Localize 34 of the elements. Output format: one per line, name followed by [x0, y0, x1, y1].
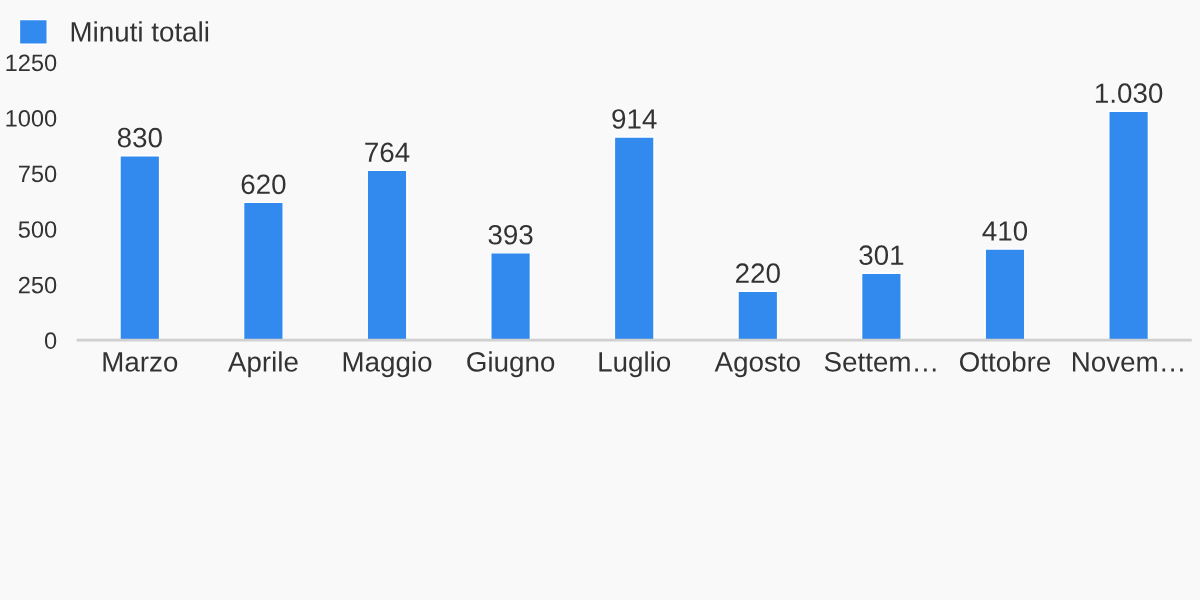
bar [860, 272, 902, 341]
bar [119, 155, 161, 341]
y-tick-label: 1250 [6, 54, 57, 72]
data-label: 764 [365, 142, 410, 163]
legend-label: Minuti totali [71, 21, 209, 42]
bar [984, 248, 1026, 341]
bar [613, 136, 655, 341]
x-tick-label: Giugno [467, 351, 555, 378]
data-label: 301 [859, 245, 904, 266]
bar [1108, 110, 1150, 341]
y-tick-label: 750 [18, 165, 57, 183]
y-tick-label: 0 [44, 332, 57, 349]
x-tick-label: Settem… [824, 352, 936, 372]
x-tick-label: Marzo [103, 352, 178, 372]
bar [242, 201, 284, 341]
y-tick-label: 250 [18, 276, 57, 294]
data-label: 393 [488, 224, 533, 245]
bar [737, 290, 779, 341]
x-tick-label: Aprile [227, 351, 298, 378]
bar [366, 169, 408, 341]
y-tick-label: 1000 [6, 110, 57, 127]
x-tick-label: Agosto [714, 352, 800, 378]
bar [490, 252, 532, 341]
data-label: 914 [612, 109, 657, 129]
x-tick-label: Maggio [343, 351, 432, 378]
data-label: 1.030 [1095, 83, 1163, 104]
data-label: 620 [241, 174, 286, 195]
x-tick-label: Luglio [599, 351, 671, 378]
x-tick-label: Ottobre [960, 351, 1051, 372]
data-label: 220 [736, 263, 780, 284]
x-tick-label: Novem… [1073, 352, 1183, 372]
data-label: 830 [117, 127, 162, 148]
data-label: 410 [982, 221, 1028, 241]
y-tick-label: 500 [18, 221, 57, 238]
